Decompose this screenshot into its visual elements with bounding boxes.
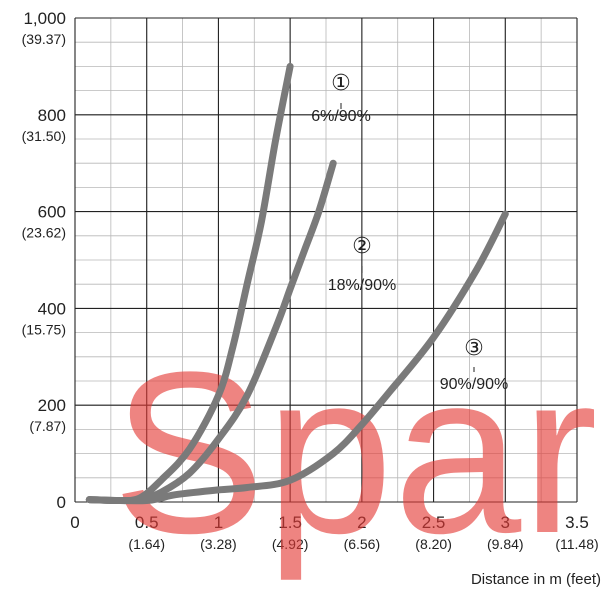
x-tick-label: 1.5 xyxy=(278,513,302,532)
y-tick-sublabel: (31.50) xyxy=(22,128,66,144)
series-group xyxy=(85,62,509,505)
x-tick-label: 0.5 xyxy=(135,513,159,532)
y-tick-label: 800 xyxy=(38,106,66,125)
series-1-label: 6%/90% xyxy=(311,108,371,125)
annotations: ① 6%/90% ② 18%/90% ③ 90%/90% xyxy=(311,71,508,393)
series-3-label: 90%/90% xyxy=(440,376,509,393)
series-line-3 xyxy=(85,210,509,505)
x-tick-label: 2 xyxy=(357,513,366,532)
x-tick-sublabel: (9.84) xyxy=(487,536,524,552)
x-tick-sublabel: (11.48) xyxy=(555,536,598,552)
x-axis-label: Distance in m (feet) xyxy=(471,571,601,588)
y-tick-label: 1,000 xyxy=(23,9,66,28)
y-tick-sublabel: (23.62) xyxy=(22,225,66,241)
series-2-label: 18%/90% xyxy=(328,277,397,294)
x-tick-label: 1 xyxy=(214,513,223,532)
x-tick-sublabel: (8.20) xyxy=(415,536,452,552)
series-2-marker: ② xyxy=(352,234,372,259)
x-tick-sublabel: (3.28) xyxy=(200,536,237,552)
y-tick-label: 400 xyxy=(38,299,66,318)
y-tick-label: 0 xyxy=(57,493,66,512)
series-3-marker: ③ xyxy=(464,336,484,361)
y-tick-sublabel: (15.75) xyxy=(22,321,66,337)
x-tick-sublabel: (6.56) xyxy=(344,536,381,552)
y-axis-ticks: 0 200 (7.87) 400 (15.75) 600 (23.62) 800 (31.50)… xyxy=(22,9,66,512)
x-tick-label: 2.5 xyxy=(422,513,446,532)
series-1-marker: ① xyxy=(331,71,351,96)
x-tick-sublabel: (4.92) xyxy=(272,536,309,552)
y-tick-sublabel: (7.87) xyxy=(29,418,66,434)
x-tick-label: 3 xyxy=(501,513,510,532)
y-tick-label: 200 xyxy=(38,396,66,415)
x-tick-label: 3.5 xyxy=(565,513,589,532)
y-tick-sublabel: (39.37) xyxy=(22,31,66,47)
watermark: Spare xyxy=(112,324,607,581)
x-axis-ticks: 0 0.5 (1.64) 1 (3.28) 1.5 (4.92) 2 (6.56) 2.5 (8.2… xyxy=(70,513,598,552)
x-tick-sublabel: (1.64) xyxy=(128,536,165,552)
x-tick-label: 0 xyxy=(70,513,79,532)
y-tick-label: 600 xyxy=(38,203,66,222)
